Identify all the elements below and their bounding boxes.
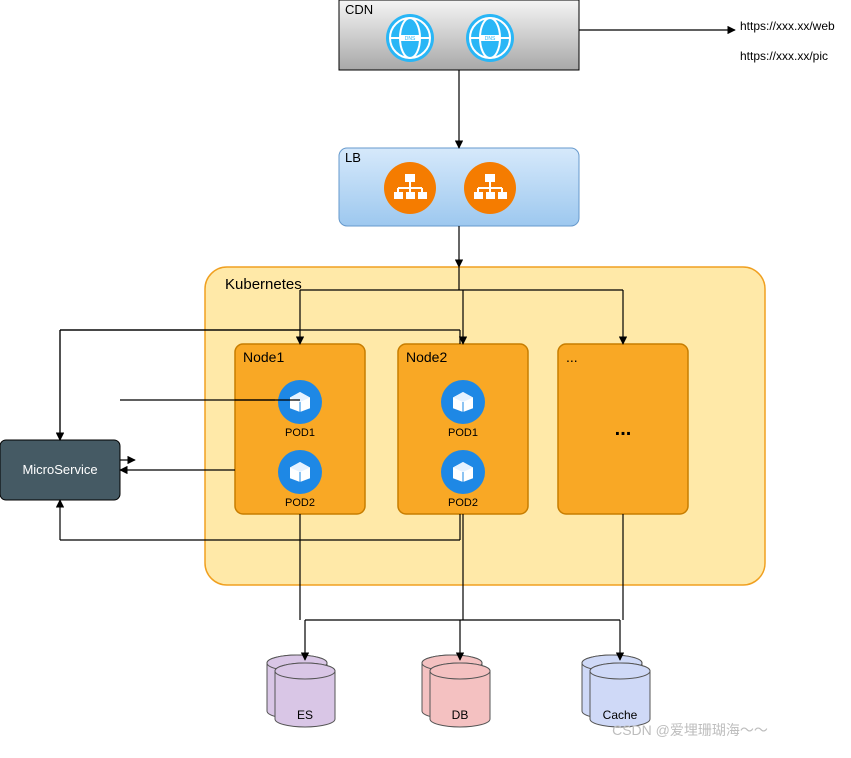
- globe-icon: DNS: [386, 14, 434, 62]
- lb-box: [339, 148, 579, 226]
- ellipsis-label: ...: [615, 418, 632, 440]
- node-label: Node2: [406, 349, 447, 365]
- svg-text:DNS: DNS: [405, 36, 416, 42]
- lb-icon: [464, 162, 516, 214]
- pod-label: POD2: [285, 497, 315, 509]
- pod-icon: [278, 450, 322, 494]
- lb-icon: [384, 162, 436, 214]
- pod-icon: [441, 450, 485, 494]
- url-pic: https://xxx.xx/pic: [740, 49, 828, 63]
- microservice-label: MicroService: [22, 462, 97, 477]
- pod-icon: [441, 380, 485, 424]
- pod-label: POD1: [448, 427, 478, 439]
- pod-label: POD2: [448, 497, 478, 509]
- pod-icon: [278, 380, 322, 424]
- node-label: ...: [566, 349, 578, 365]
- cdn-box: [339, 0, 579, 70]
- cylinder-label: Cache: [603, 708, 638, 722]
- k8s-label: Kubernetes: [225, 276, 302, 293]
- cdn-label: CDN: [345, 2, 373, 17]
- watermark: CSDN @爱埋珊瑚海～～: [612, 722, 768, 738]
- globe-icon: DNS: [466, 14, 514, 62]
- pod-label: POD1: [285, 427, 315, 439]
- node-label: Node1: [243, 349, 284, 365]
- url-web: https://xxx.xx/web: [740, 19, 835, 33]
- cylinder-label: DB: [452, 708, 469, 722]
- cylinder-label: ES: [297, 708, 313, 722]
- svg-text:DNS: DNS: [485, 36, 496, 42]
- lb-label: LB: [345, 150, 361, 165]
